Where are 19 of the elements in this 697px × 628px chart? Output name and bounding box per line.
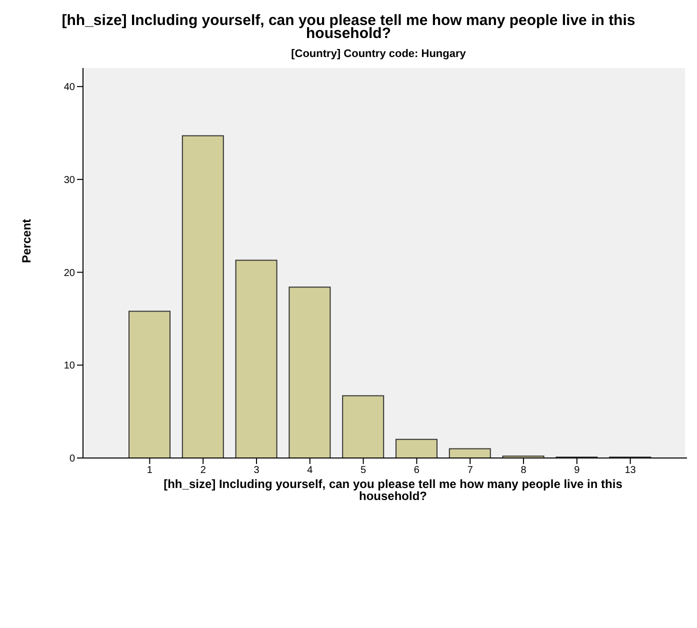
y-tick-label: 40 [64,82,76,94]
x-tick-label: 6 [414,465,420,476]
chart-subtitle: [Country] Country code: Hungary [290,48,467,60]
y-tick-label: 20 [64,268,76,279]
x-tick-label: 13 [624,465,636,476]
x-axis-title: [hh_size] Including yourself, can you please tell me how many people live in this household? [162,477,624,503]
x-tick-label: 3 [254,465,260,476]
y-tick-label: 30 [64,174,76,186]
x-tick-label: 9 [574,465,580,476]
x-tick-label: 8 [520,465,527,476]
x-tick-label: 5 [360,465,367,476]
x-tick-label: 1 [146,465,153,476]
x-tick-label: 7 [467,465,474,476]
y-tick-label: 10 [64,360,76,372]
x-tick-label: 4 [307,465,314,476]
chart-title: [hh_size] Including yourself, can you please tell me how many people live in this household? [60,11,636,42]
x-tick-label: 2 [200,465,206,476]
y-tick-label: 0 [69,454,76,465]
y-axis-title: Percent [19,218,34,263]
